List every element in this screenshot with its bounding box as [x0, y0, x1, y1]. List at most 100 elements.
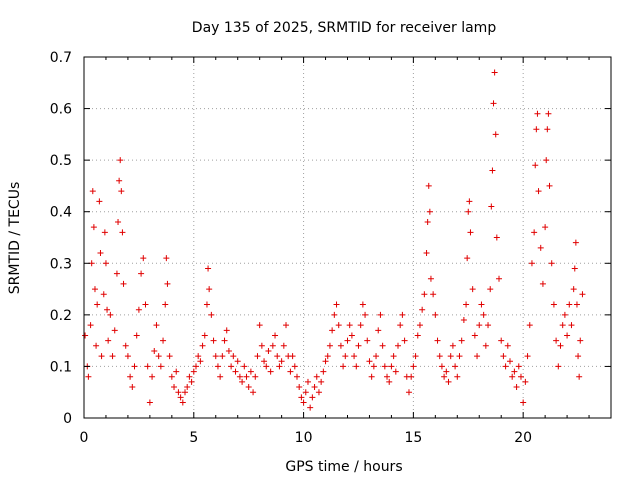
data-point [203, 301, 210, 308]
data-point [117, 157, 124, 164]
data-point [537, 244, 544, 251]
data-point [548, 260, 555, 267]
data-point [348, 332, 355, 339]
data-point [545, 110, 552, 117]
data-points [82, 69, 586, 411]
data-point [553, 337, 560, 344]
data-point [241, 363, 248, 370]
data-point [201, 332, 208, 339]
y-tick-label: 0.4 [50, 205, 72, 221]
data-point [438, 363, 445, 370]
data-point [395, 342, 402, 349]
data-point [458, 337, 465, 344]
tick-labels: 0 5 10 15 20 0 0.1 0.2 0.3 0.4 0.5 0.6 0.7 [50, 50, 532, 446]
data-point [184, 384, 191, 391]
data-point [333, 301, 340, 308]
data-point [449, 342, 456, 349]
grid [84, 57, 611, 418]
data-point [171, 384, 178, 391]
data-point [524, 353, 531, 360]
x-tick-label: 5 [189, 430, 198, 446]
data-point [232, 368, 239, 375]
data-point [205, 265, 212, 272]
data-point [101, 229, 108, 236]
data-point [291, 363, 298, 370]
x-tick-label: 0 [80, 430, 89, 446]
data-point [258, 342, 265, 349]
data-point [426, 208, 433, 215]
data-point [82, 332, 89, 339]
y-tick-label: 0.6 [50, 102, 72, 118]
data-point [276, 363, 283, 370]
data-point [485, 322, 492, 329]
data-point [419, 306, 426, 313]
data-point [480, 311, 487, 318]
data-point [368, 373, 375, 380]
data-point [520, 399, 527, 406]
data-point [146, 399, 153, 406]
data-point [127, 373, 134, 380]
data-point [223, 327, 230, 334]
data-point [572, 239, 579, 246]
data-point [513, 384, 520, 391]
data-point [504, 342, 511, 349]
data-point [296, 384, 303, 391]
data-point [89, 188, 96, 195]
data-point [500, 353, 507, 360]
data-point [425, 182, 432, 189]
data-point [190, 368, 197, 375]
data-point [269, 342, 276, 349]
data-point [168, 373, 175, 380]
data-point [149, 373, 156, 380]
data-point [401, 337, 408, 344]
data-point [509, 373, 516, 380]
data-point [482, 342, 489, 349]
data-point [157, 363, 164, 370]
y-axis-label: SRMTID / TECUs [7, 182, 23, 295]
data-point [261, 358, 268, 365]
data-point [210, 337, 217, 344]
data-point [370, 363, 377, 370]
data-point [466, 198, 473, 205]
data-point [311, 384, 318, 391]
data-point [166, 353, 173, 360]
y-tick-label: 0.1 [50, 359, 72, 375]
data-point [489, 167, 496, 174]
data-point [208, 311, 215, 318]
data-point [564, 332, 571, 339]
data-point [570, 286, 577, 293]
data-point [430, 291, 437, 298]
y-tick-label: 0.3 [50, 256, 72, 272]
data-point [397, 322, 404, 329]
data-point [324, 353, 331, 360]
data-point [219, 353, 226, 360]
data-point [133, 332, 140, 339]
data-point [326, 342, 333, 349]
data-point [528, 260, 535, 267]
data-point [471, 332, 478, 339]
data-point [577, 337, 584, 344]
data-point [151, 347, 158, 354]
data-point [384, 373, 391, 380]
data-point [377, 311, 384, 318]
data-point [427, 275, 434, 282]
data-point [573, 301, 580, 308]
data-point [252, 373, 259, 380]
data-point [280, 342, 287, 349]
data-point [278, 358, 285, 365]
data-point [379, 342, 386, 349]
data-point [386, 378, 393, 385]
data-point [293, 373, 300, 380]
data-point [351, 353, 358, 360]
data-point [217, 373, 224, 380]
data-point [517, 373, 524, 380]
data-point [160, 337, 167, 344]
data-point [447, 353, 454, 360]
data-point [263, 363, 270, 370]
data-point [322, 358, 329, 365]
data-point [555, 363, 562, 370]
data-point [298, 394, 305, 401]
data-point [463, 301, 470, 308]
data-point [561, 311, 568, 318]
